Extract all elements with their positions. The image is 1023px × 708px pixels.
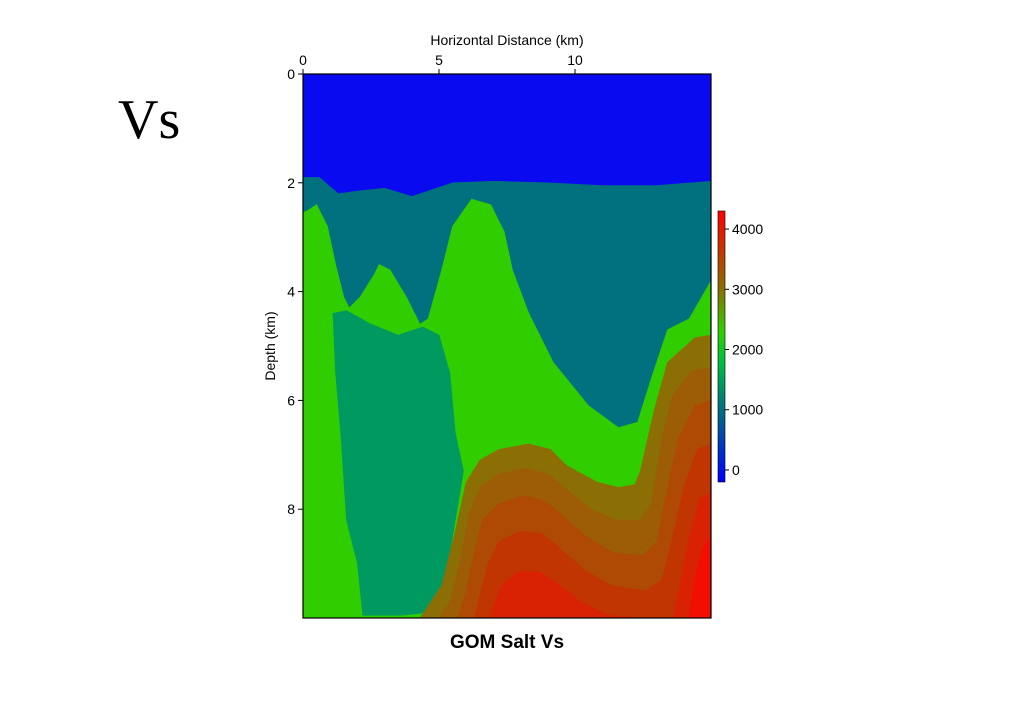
y-tick-label: 4: [287, 284, 295, 300]
layer-salt: [332, 310, 464, 616]
y-axis-title: Depth (km): [262, 311, 278, 380]
y-tick-label: 0: [287, 66, 295, 82]
y-axis: 0 2 4 6 8: [287, 66, 303, 517]
y-tick-label: 6: [287, 392, 295, 408]
colorbar-tick-label: 4000: [732, 221, 763, 237]
x-tick-label: 10: [567, 52, 583, 68]
plot-frame: [302, 73, 712, 619]
colorbar: 0 1000 2000 3000 4000: [717, 210, 763, 483]
x-axis-title: Horizontal Distance (km): [430, 32, 583, 48]
chart-title: GOM Salt Vs: [450, 632, 564, 653]
y-tick-label: 2: [287, 175, 295, 191]
colorbar-tick-label: 0: [732, 462, 740, 478]
y-tick-label: 8: [287, 501, 295, 517]
x-axis: 0 5 10: [299, 52, 583, 74]
colorbar-tick-label: 3000: [732, 281, 763, 297]
colorbar-tick-label: 2000: [732, 342, 763, 358]
colorbar-tick-label: 1000: [732, 402, 763, 418]
slide-title: Vs: [118, 89, 181, 151]
velocity-model-plot: [303, 74, 711, 618]
colorbar-gradient: [717, 210, 726, 483]
x-tick-label: 0: [299, 52, 307, 68]
layer-deep_5: [490, 492, 711, 618]
x-tick-label: 5: [435, 52, 443, 68]
layer-deep_6: [688, 535, 711, 618]
